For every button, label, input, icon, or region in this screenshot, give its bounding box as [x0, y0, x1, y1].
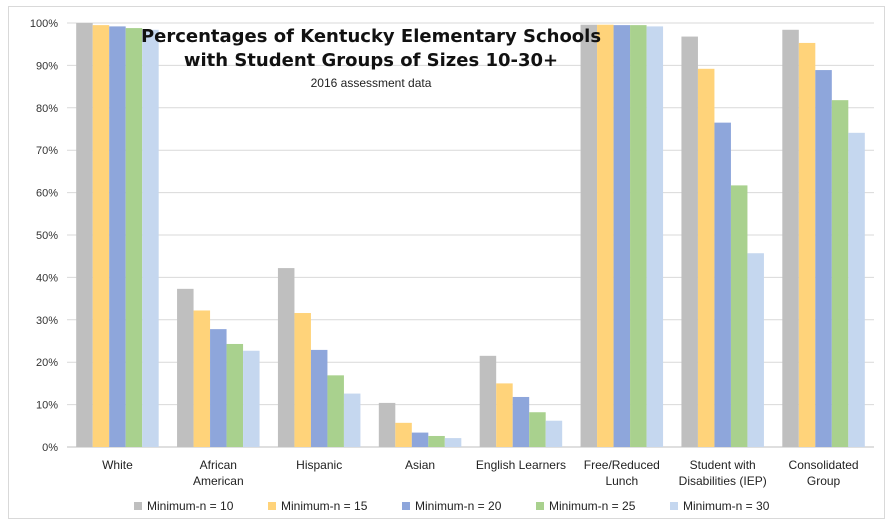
chart-subtitle: 2016 assessment data [311, 76, 432, 90]
chart-title-line-2: with Student Groups of Sizes 10-30+ [184, 50, 558, 71]
legend-label: Minimum-n = 15 [281, 499, 368, 513]
category-label: African [200, 458, 237, 472]
bar [597, 24, 614, 448]
legend: Minimum-n = 10 Minimum-n = 15 Minimum-n = … [134, 499, 770, 513]
bar [210, 329, 227, 447]
category-label: Student with [690, 458, 756, 472]
bar [125, 28, 143, 447]
legend-swatch [268, 502, 276, 510]
bar [681, 36, 698, 448]
bar [343, 393, 361, 447]
bar [782, 29, 799, 448]
bar [630, 25, 647, 448]
legend-swatch [402, 502, 410, 510]
legend-label: Minimum-n = 25 [549, 499, 636, 513]
y-tick-label: 30% [36, 315, 58, 327]
legend-swatch [134, 502, 142, 510]
y-tick-label: 0% [42, 442, 58, 454]
bar [310, 349, 328, 447]
legend-label: Minimum-n = 20 [415, 499, 502, 513]
category-label: Group [807, 474, 841, 488]
bar [294, 313, 311, 447]
bar [815, 70, 832, 447]
y-tick-label: 40% [36, 272, 58, 284]
bar [428, 435, 445, 447]
chart-title-group: Percentages of Kentucky Elementary Schoo… [141, 26, 601, 90]
legend-swatch [536, 502, 544, 510]
bar [831, 100, 849, 447]
category-label: Free/Reduced [584, 458, 660, 472]
bar [109, 26, 126, 448]
bar [496, 383, 513, 447]
bar [512, 396, 530, 447]
bars-layer [76, 23, 865, 448]
y-tick-layer: 0% 10% 20% 30% 40% 50% 60% 70% 80% 90% 100% [30, 18, 58, 454]
bar [714, 122, 731, 447]
category-label: Asian [405, 458, 435, 472]
bar [327, 375, 344, 447]
y-tick-label: 10% [36, 400, 58, 412]
category-label: Consolidated [789, 458, 859, 472]
bar [277, 268, 295, 447]
category-label: Hispanic [296, 458, 342, 472]
bar [395, 422, 412, 447]
bar [378, 402, 396, 447]
chart-title-line-1: Percentages of Kentucky Elementary Schoo… [141, 26, 601, 47]
legend-label: Minimum-n = 10 [147, 499, 234, 513]
y-tick-label: 70% [36, 145, 58, 157]
bar [545, 420, 563, 447]
bar [142, 29, 159, 448]
y-tick-label: 20% [36, 357, 58, 369]
category-label: Disabilities (IEP) [679, 474, 767, 488]
y-tick-label: 90% [36, 60, 58, 72]
bar [226, 343, 244, 447]
category-label: American [193, 474, 244, 488]
bar [848, 132, 865, 447]
y-tick-label: 100% [30, 18, 58, 30]
chart-frame: 0% 10% 20% 30% 40% 50% 60% 70% 80% 90% 100% White A… [8, 6, 885, 519]
bar [479, 355, 497, 447]
category-label: White [102, 458, 133, 472]
bar [193, 310, 211, 447]
bar [76, 23, 93, 447]
legend-label: Minimum-n = 30 [683, 499, 770, 513]
bar [177, 288, 194, 447]
bar [529, 412, 546, 447]
bar [646, 26, 664, 448]
legend-swatch [670, 502, 678, 510]
category-label: Lunch [605, 474, 638, 488]
bar [798, 42, 816, 447]
y-tick-label: 60% [36, 188, 58, 200]
bar [243, 350, 260, 447]
y-tick-label: 80% [36, 103, 58, 115]
bar [580, 24, 598, 448]
category-label: English Learners [476, 458, 566, 472]
bar-chart: 0% 10% 20% 30% 40% 50% 60% 70% 80% 90% 100% White A… [30, 18, 874, 513]
bar [613, 25, 631, 448]
bar [730, 185, 748, 447]
category-label-layer: White African American Hispanic Asian English… [102, 458, 859, 488]
bar [747, 253, 764, 447]
bar [411, 432, 429, 447]
bar [444, 438, 462, 447]
y-tick-label: 50% [36, 230, 58, 242]
bar [92, 25, 110, 448]
bar [697, 68, 715, 448]
